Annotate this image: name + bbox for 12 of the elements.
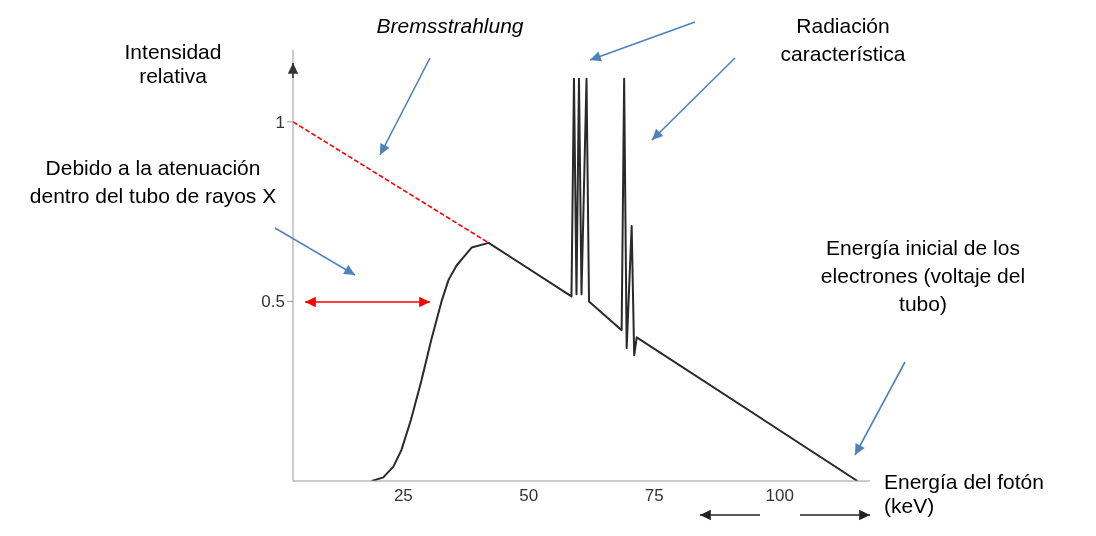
x-tick-label: 25	[393, 486, 413, 506]
annotation: Radiación característica	[779, 13, 907, 67]
x-tick-label: 75	[644, 486, 664, 506]
y-tick-label: 0.5	[261, 292, 285, 312]
text: Debido a la atenuación dentro del tubo de rayos X	[28, 155, 278, 209]
y-axis-title: Intensidad relativa	[123, 40, 223, 88]
y-tick-label: 1	[275, 112, 285, 132]
annotation: Energía inicial de los electrones (voltaje del tubo)	[819, 235, 1027, 317]
x-tick-label: 50	[519, 486, 539, 506]
x-axis-title: Energía del fotón (keV)	[884, 470, 1045, 518]
x-tick-label: 100	[765, 486, 794, 506]
text: Bremsstrahlung	[375, 13, 525, 39]
